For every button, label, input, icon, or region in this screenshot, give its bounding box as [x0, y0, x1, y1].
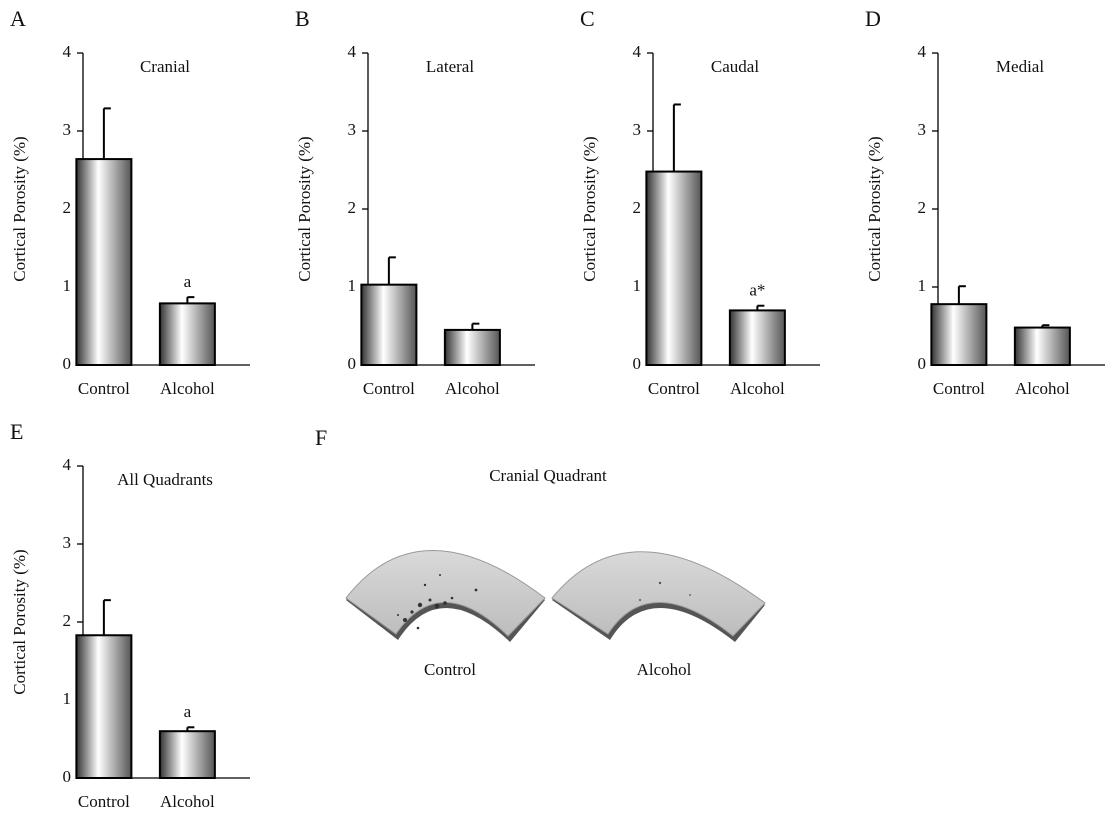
- x-tick-label: Control: [363, 379, 415, 398]
- y-tick-label: 0: [63, 354, 72, 373]
- error-bar: [102, 107, 111, 160]
- error-bar: [387, 256, 396, 285]
- y-tick-label: 3: [633, 120, 642, 139]
- panel-letter: D: [865, 6, 881, 31]
- bar-chart: A Cranial Cortical Porosity (%) 0 1 2 3 4 Contro…: [10, 6, 250, 398]
- y-tick-label: 1: [918, 276, 927, 295]
- bar: [1013, 326, 1071, 366]
- x-tick-label: Alcohol: [160, 379, 215, 398]
- x-tick-label: Control: [933, 379, 985, 398]
- y-axis-label: Cortical Porosity (%): [10, 136, 29, 281]
- significance-label: a: [184, 272, 192, 291]
- image-title: Cranial Quadrant: [489, 466, 607, 485]
- image-label: Alcohol: [637, 660, 692, 679]
- image-panel: F Cranial Quadrant Control Alcohol: [315, 425, 766, 679]
- y-tick-label: 0: [918, 354, 927, 373]
- y-tick-label: 4: [918, 42, 927, 61]
- error-bar: [957, 285, 966, 305]
- x-tick-label: Control: [648, 379, 700, 398]
- panel-letter: A: [10, 6, 26, 31]
- bone-section-control: [345, 550, 546, 642]
- y-tick-label: 0: [348, 354, 357, 373]
- y-axis-label: Cortical Porosity (%): [295, 136, 314, 281]
- y-tick-label: 1: [348, 276, 357, 295]
- y-tick-label: 1: [63, 276, 72, 295]
- bar-chart: E All Quadrants Cortical Porosity (%) 0 1 2 3 4…: [10, 419, 250, 811]
- significance-label: a: [184, 702, 192, 721]
- y-tick-label: 0: [63, 767, 72, 786]
- bar: [158, 730, 216, 780]
- error-bar: [102, 599, 111, 636]
- y-tick-label: 1: [63, 689, 72, 708]
- x-tick-label: Alcohol: [160, 792, 215, 811]
- y-tick-label: 3: [63, 120, 72, 139]
- y-tick-label: 2: [918, 198, 927, 217]
- y-tick-label: 4: [63, 42, 72, 61]
- panel-letter: F: [315, 425, 327, 450]
- panel-letter: E: [10, 419, 23, 444]
- error-bar: [756, 304, 765, 311]
- y-tick-label: 3: [918, 120, 927, 139]
- y-tick-label: 2: [63, 611, 72, 630]
- significance-label: a*: [749, 281, 765, 300]
- panel-letter: C: [580, 6, 595, 31]
- bar: [158, 302, 216, 367]
- chart-title: Cranial: [140, 57, 190, 76]
- y-tick-label: 4: [633, 42, 642, 61]
- error-bar: [672, 103, 681, 172]
- x-tick-label: Alcohol: [730, 379, 785, 398]
- bar: [360, 283, 418, 366]
- error-bar: [186, 296, 195, 304]
- bar: [728, 309, 786, 366]
- bar: [443, 328, 501, 366]
- x-tick-label: Alcohol: [1015, 379, 1070, 398]
- y-tick-label: 1: [633, 276, 642, 295]
- x-tick-label: Control: [78, 379, 130, 398]
- bar: [75, 634, 133, 780]
- y-tick-label: 2: [348, 198, 357, 217]
- x-tick-label: Alcohol: [445, 379, 500, 398]
- error-bar: [471, 322, 480, 330]
- y-tick-label: 2: [633, 198, 642, 217]
- y-tick-label: 2: [63, 198, 72, 217]
- bar-chart: D Medial Cortical Porosity (%) 0 1 2 3 4 Control…: [865, 6, 1105, 398]
- y-tick-label: 3: [348, 120, 357, 139]
- chart-title: Caudal: [711, 57, 759, 76]
- error-bar: [1041, 324, 1050, 328]
- bar: [75, 158, 133, 366]
- bar: [930, 303, 988, 367]
- bar-chart: C Caudal Cortical Porosity (%) 0 1 2 3 4 Control…: [580, 6, 820, 398]
- bone-section-alcohol: [551, 551, 766, 642]
- error-bar: [186, 726, 195, 732]
- image-label: Control: [424, 660, 476, 679]
- x-tick-label: Control: [78, 792, 130, 811]
- y-tick-label: 4: [63, 455, 72, 474]
- y-tick-label: 0: [633, 354, 642, 373]
- y-tick-label: 3: [63, 533, 72, 552]
- y-tick-label: 4: [348, 42, 357, 61]
- panel-letter: B: [295, 6, 310, 31]
- chart-title: All Quadrants: [117, 470, 213, 489]
- chart-title: Medial: [996, 57, 1044, 76]
- chart-title: Lateral: [426, 57, 474, 76]
- y-axis-label: Cortical Porosity (%): [580, 136, 599, 281]
- bar: [645, 170, 703, 366]
- bar-chart: B Lateral Cortical Porosity (%) 0 1 2 3 4 Contro…: [295, 6, 535, 398]
- y-axis-label: Cortical Porosity (%): [10, 549, 29, 694]
- y-axis-label: Cortical Porosity (%): [865, 136, 884, 281]
